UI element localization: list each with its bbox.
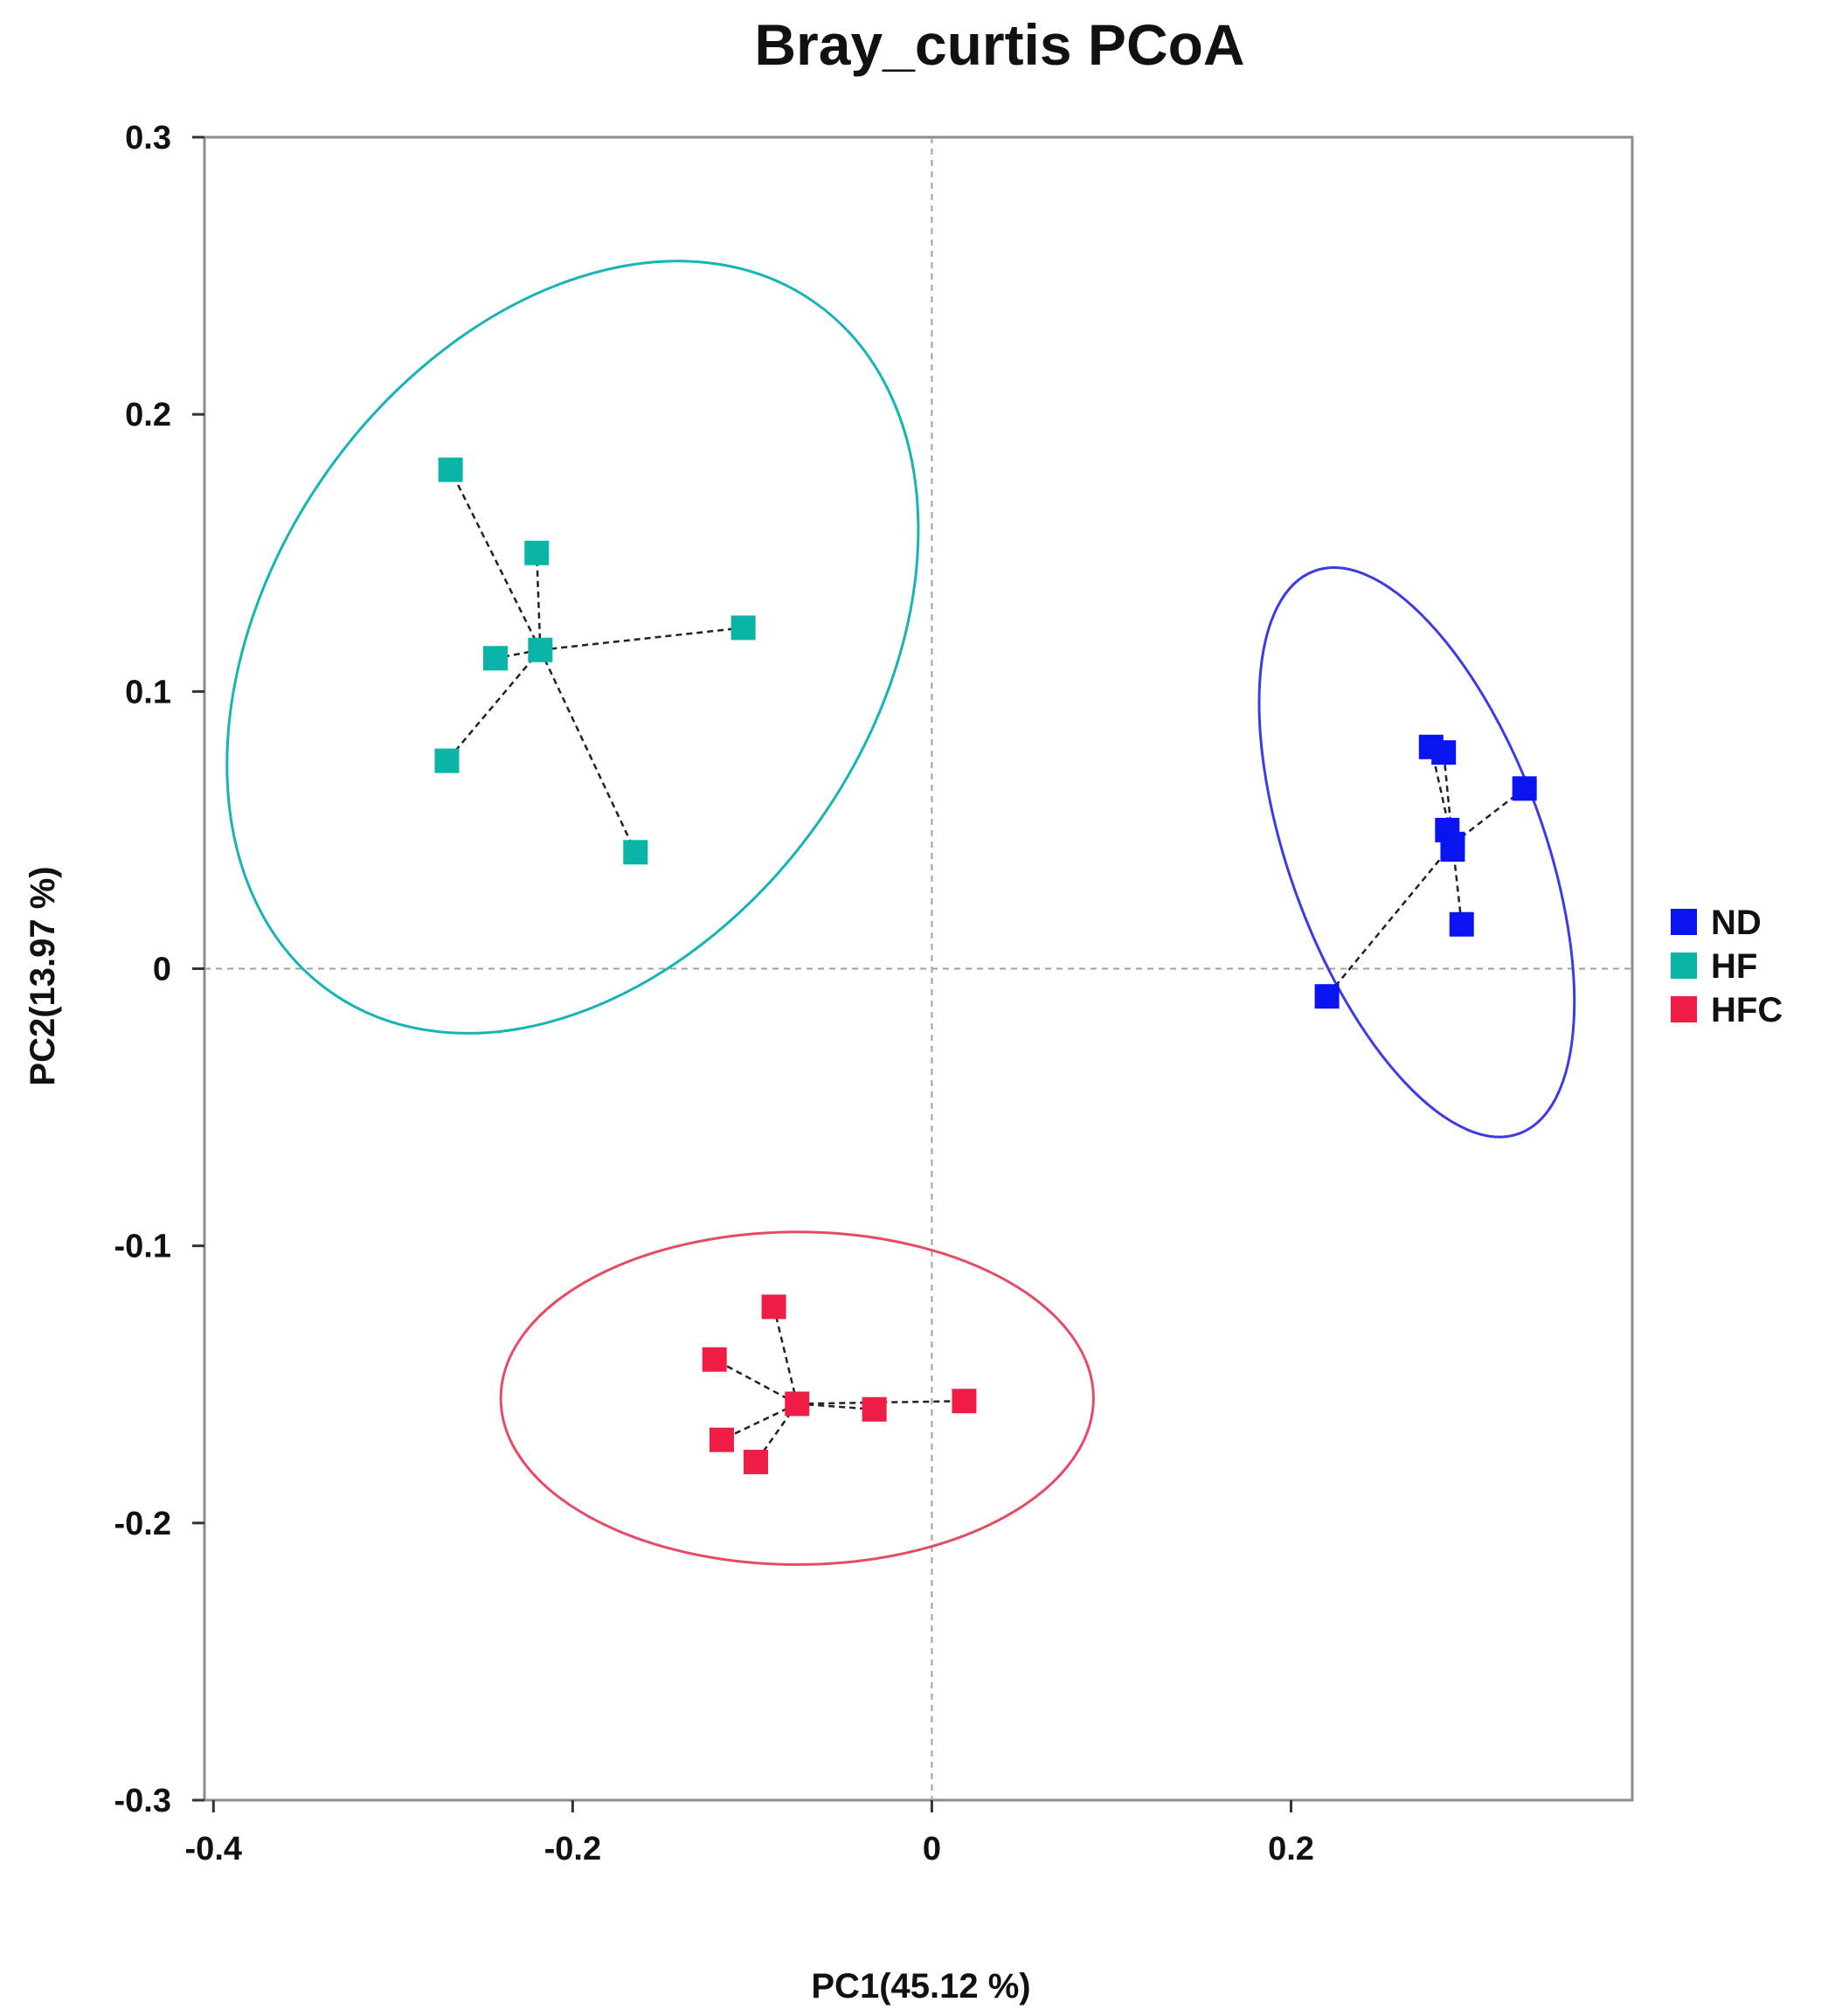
x-axis-label: PC1(45.12 %) xyxy=(811,1967,1030,2006)
hfc-spoke-line xyxy=(797,1403,875,1411)
hf-point xyxy=(434,748,460,773)
hf-spoke-line xyxy=(449,469,542,651)
hfc-point xyxy=(709,1427,734,1452)
hfc-ellipse xyxy=(499,1230,1095,1566)
hfc-spoke-line xyxy=(772,1306,799,1404)
legend-swatch-hf xyxy=(1671,953,1697,979)
hf-spoke-line xyxy=(535,552,542,650)
hf-centroid-point xyxy=(528,637,553,662)
legend-label-hf: HF xyxy=(1711,947,1757,986)
legend-label-hfc: HFC xyxy=(1711,991,1783,1029)
hf-spoke-line xyxy=(446,648,542,762)
hf-point xyxy=(438,457,463,482)
x-tick-label: -0.4 xyxy=(185,1831,242,1867)
x-tick-label: 0.2 xyxy=(1268,1831,1314,1867)
y-tick-label: -0.2 xyxy=(114,1506,171,1542)
nd-ellipse xyxy=(1257,566,1576,1139)
hfc-point xyxy=(702,1347,727,1372)
legend: ND HF HFC xyxy=(1671,904,1783,1029)
chart-title: Bray_curtis PCoA xyxy=(754,12,1244,77)
hf-point xyxy=(623,840,648,865)
hfc-spoke-line xyxy=(797,1400,965,1405)
y-tick-label: -0.3 xyxy=(114,1783,171,1819)
nd-point xyxy=(1512,776,1537,801)
nd-point xyxy=(1431,740,1457,766)
hf-spoke-line xyxy=(495,648,541,660)
hf-spoke-line xyxy=(540,627,744,652)
hfc-point xyxy=(761,1294,786,1320)
x-tick-label: 0 xyxy=(923,1831,941,1867)
y-tick-label: 0.2 xyxy=(125,397,171,433)
y-tick-label: 0.3 xyxy=(125,120,171,156)
y-tick-label: 0 xyxy=(153,952,171,988)
hf-point xyxy=(482,646,508,671)
hfc-point xyxy=(743,1450,768,1475)
legend-swatch-hfc xyxy=(1671,996,1697,1022)
hf-point xyxy=(524,540,550,565)
nd-centroid-point xyxy=(1440,831,1465,856)
hf-point xyxy=(731,615,756,641)
hfc-spoke-line xyxy=(714,1358,798,1405)
y-tick-label: 0.1 xyxy=(125,674,171,710)
hfc-point xyxy=(862,1396,887,1422)
legend-label-nd: ND xyxy=(1711,904,1762,942)
y-tick-label: -0.1 xyxy=(114,1229,171,1265)
y-axis-label: PC2(13.97 %) xyxy=(24,866,62,1085)
hf-spoke-line xyxy=(539,649,637,853)
legend-swatch-nd xyxy=(1671,909,1697,935)
hfc-spoke-line xyxy=(721,1403,798,1441)
x-tick-label: -0.2 xyxy=(544,1831,601,1867)
nd-spoke-line xyxy=(1326,842,1454,998)
hfc-centroid-point xyxy=(785,1391,810,1417)
hf-ellipse xyxy=(225,260,920,1035)
nd-point xyxy=(1314,984,1340,1009)
hfc-point xyxy=(952,1389,977,1414)
nd-point xyxy=(1449,911,1474,937)
